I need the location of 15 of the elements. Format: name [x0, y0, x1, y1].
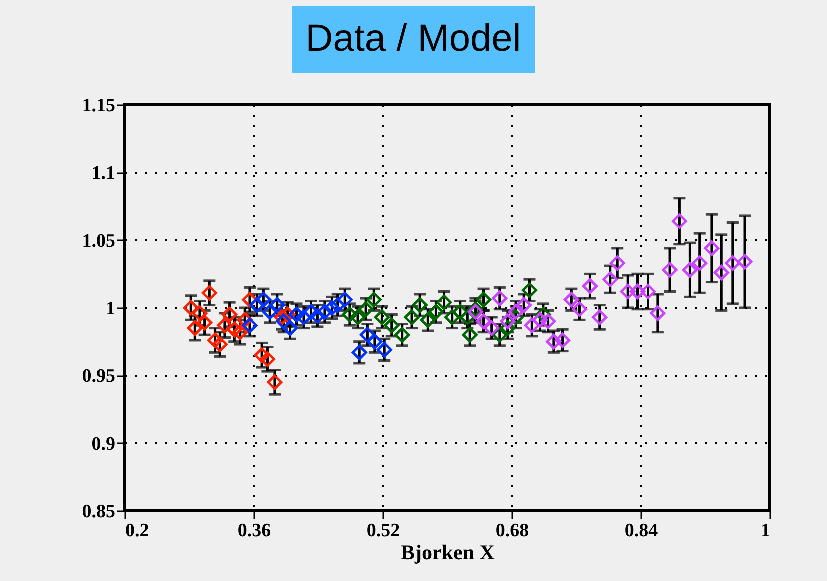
y-tick-label: 0.85	[82, 502, 116, 522]
x-axis-title: Bjorken X	[401, 540, 495, 564]
chart-title: Data / Model	[292, 6, 536, 73]
y-tick-label: 1.15	[82, 96, 116, 116]
y-tick-label: 1.1	[92, 163, 116, 184]
y-tick-label: 1	[106, 298, 116, 320]
x-tick-label: 0.36	[238, 520, 272, 542]
x-tick-label: 0.84	[624, 520, 659, 542]
x-tick-label: 1	[761, 520, 770, 542]
y-tick-label: 0.9	[92, 434, 116, 455]
x-tick-label: 0.52	[366, 520, 400, 542]
y-tick-label: 0.95	[82, 366, 116, 388]
x-tick-label: 0.2	[126, 520, 150, 542]
y-tick-label: 1.05	[82, 230, 116, 252]
x-tick-label: 0.68	[496, 520, 530, 542]
